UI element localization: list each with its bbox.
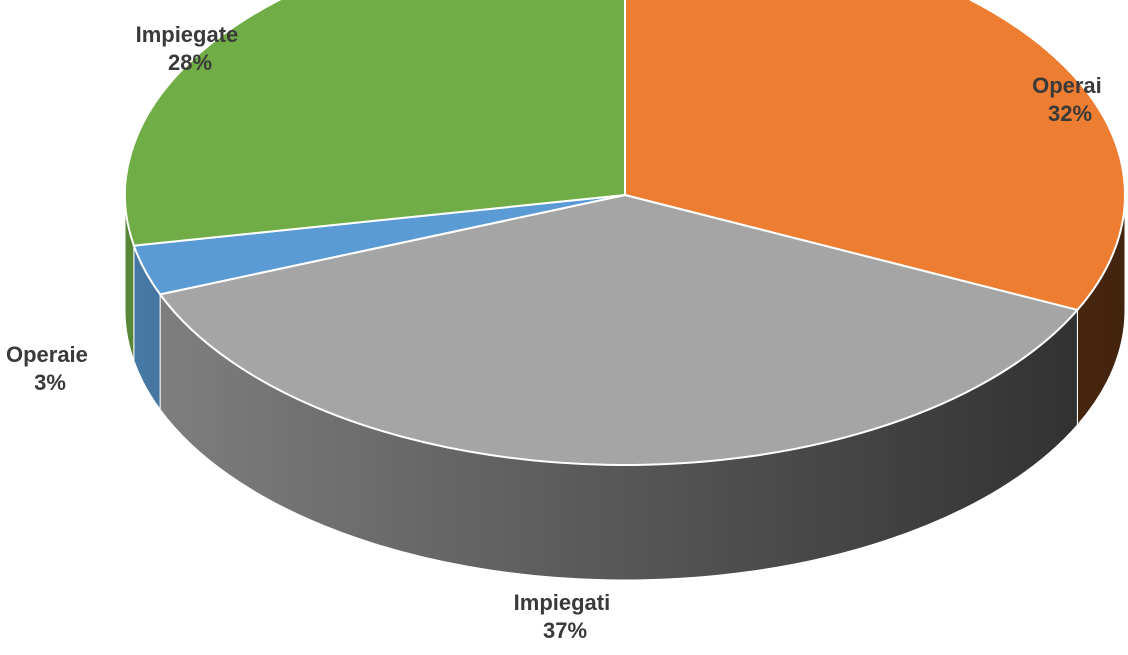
slice-label-operai: Operai 32% [1032, 73, 1108, 126]
slice-name-impiegate: Impiegate [136, 22, 239, 47]
slice-label-impiegati: Impiegati 37% [514, 590, 617, 643]
slice-name-operai: Operai [1032, 73, 1102, 98]
pie-tops [124, 0, 1126, 466]
slice-name-impiegati: Impiegati [514, 590, 611, 615]
pie-slice-impiegati [159, 194, 1079, 466]
slice-percent-operai: 32% [1048, 101, 1092, 126]
slice-name-operaie: Operaie [6, 342, 88, 367]
pie-slice-operai [624, 0, 1126, 311]
slice-percent-impiegate: 28% [168, 50, 212, 75]
slice-percent-operaie: 3% [34, 370, 66, 395]
slice-label-impiegate: Impiegate 28% [136, 22, 245, 75]
pie-labels: Operai 32% Impiegati 37% Operaie 3% Impi… [6, 22, 1108, 643]
slice-percent-impiegati: 37% [543, 618, 587, 643]
slice-label-operaie: Operaie 3% [6, 342, 94, 395]
pie-slice-impiegate [124, 0, 626, 247]
